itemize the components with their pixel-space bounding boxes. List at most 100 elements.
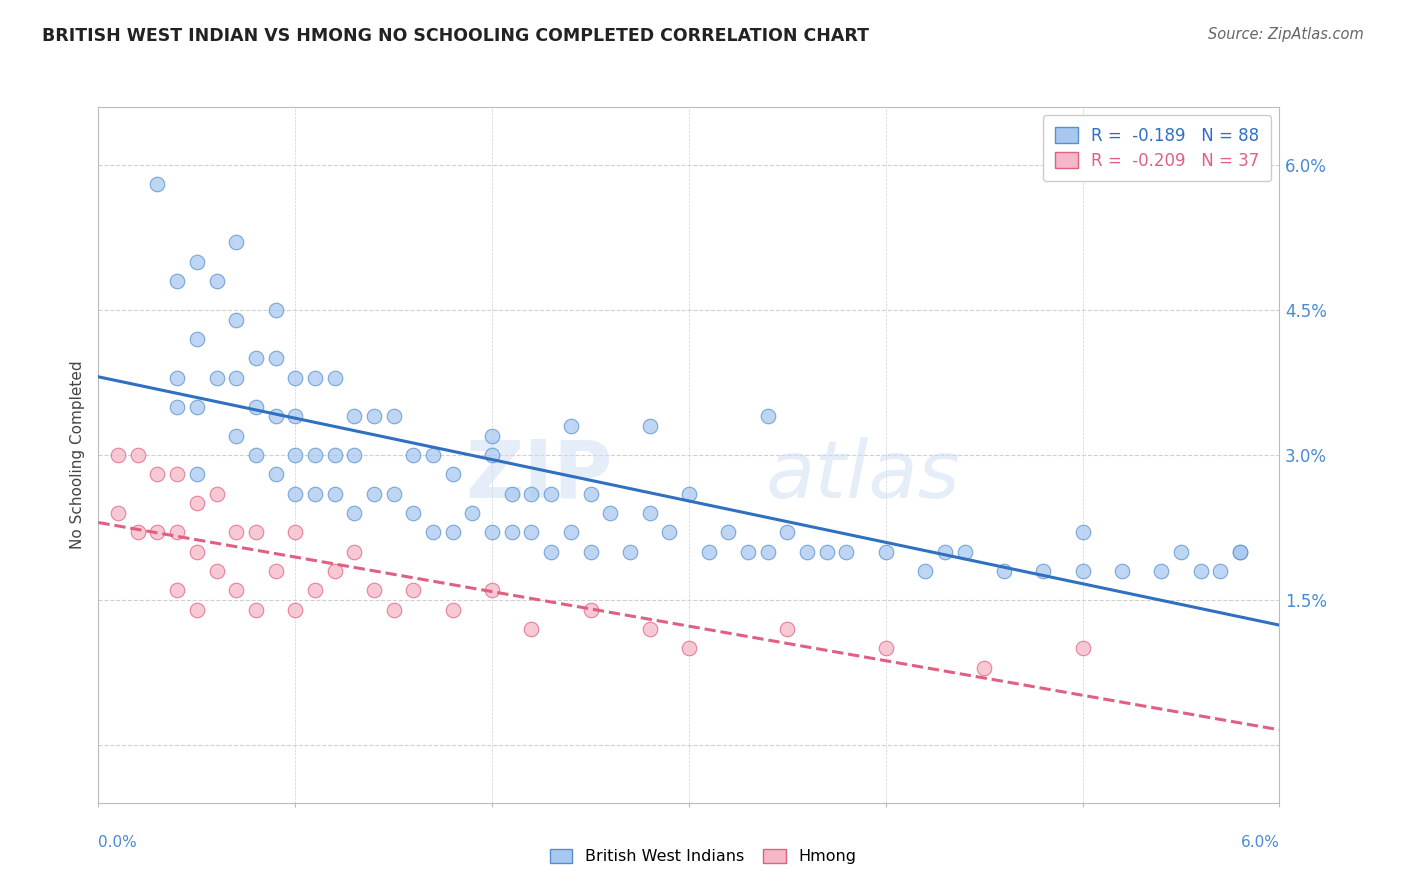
Point <box>225 312 247 326</box>
Point <box>776 525 799 540</box>
Point <box>914 564 936 578</box>
Point <box>304 583 326 598</box>
Point <box>540 486 562 500</box>
Point <box>264 409 287 424</box>
Point <box>835 544 858 558</box>
Point <box>284 486 307 500</box>
Point <box>815 544 838 558</box>
Point <box>205 564 228 578</box>
Point <box>284 602 307 616</box>
Point <box>481 448 503 462</box>
Point <box>127 448 149 462</box>
Point <box>205 486 228 500</box>
Y-axis label: No Schooling Completed: No Schooling Completed <box>70 360 86 549</box>
Point <box>461 506 484 520</box>
Point <box>678 486 700 500</box>
Point <box>520 622 543 636</box>
Point <box>225 235 247 250</box>
Point <box>737 544 759 558</box>
Point <box>343 506 366 520</box>
Point <box>875 641 897 656</box>
Point <box>323 486 346 500</box>
Point <box>323 564 346 578</box>
Point <box>186 254 208 268</box>
Point <box>1071 641 1094 656</box>
Point <box>186 602 208 616</box>
Point <box>186 332 208 346</box>
Text: ZIP: ZIP <box>465 437 612 515</box>
Point <box>107 506 129 520</box>
Point <box>402 448 425 462</box>
Point <box>481 583 503 598</box>
Point <box>127 525 149 540</box>
Point <box>1170 544 1192 558</box>
Point <box>402 583 425 598</box>
Point <box>422 448 444 462</box>
Point <box>343 544 366 558</box>
Point <box>264 564 287 578</box>
Point <box>225 428 247 442</box>
Point <box>481 428 503 442</box>
Point <box>599 506 621 520</box>
Point <box>638 506 661 520</box>
Point <box>1111 564 1133 578</box>
Point <box>205 370 228 384</box>
Point <box>520 486 543 500</box>
Point <box>1189 564 1212 578</box>
Point <box>304 486 326 500</box>
Point <box>776 622 799 636</box>
Point <box>993 564 1015 578</box>
Point <box>1209 564 1232 578</box>
Point <box>1032 564 1054 578</box>
Point <box>579 602 602 616</box>
Point <box>245 525 267 540</box>
Point <box>264 467 287 482</box>
Point <box>166 400 188 414</box>
Point <box>697 544 720 558</box>
Point <box>343 409 366 424</box>
Point <box>1071 525 1094 540</box>
Point <box>658 525 681 540</box>
Point <box>363 409 385 424</box>
Point <box>284 525 307 540</box>
Point <box>540 544 562 558</box>
Point <box>304 448 326 462</box>
Point <box>441 602 464 616</box>
Point <box>245 351 267 366</box>
Point <box>205 274 228 288</box>
Point <box>284 370 307 384</box>
Point <box>166 583 188 598</box>
Point <box>107 448 129 462</box>
Point <box>166 525 188 540</box>
Point <box>1071 564 1094 578</box>
Point <box>1150 564 1173 578</box>
Text: 6.0%: 6.0% <box>1240 836 1279 850</box>
Text: BRITISH WEST INDIAN VS HMONG NO SCHOOLING COMPLETED CORRELATION CHART: BRITISH WEST INDIAN VS HMONG NO SCHOOLIN… <box>42 27 869 45</box>
Point <box>1229 544 1251 558</box>
Point <box>619 544 641 558</box>
Point <box>323 370 346 384</box>
Point <box>481 525 503 540</box>
Point <box>264 351 287 366</box>
Point <box>638 622 661 636</box>
Point <box>225 370 247 384</box>
Point <box>264 303 287 318</box>
Text: 0.0%: 0.0% <box>98 836 138 850</box>
Point <box>225 525 247 540</box>
Point <box>756 409 779 424</box>
Point <box>973 660 995 674</box>
Point <box>560 525 582 540</box>
Point <box>363 486 385 500</box>
Point <box>796 544 818 558</box>
Point <box>953 544 976 558</box>
Point <box>146 525 169 540</box>
Point <box>678 641 700 656</box>
Point <box>756 544 779 558</box>
Point <box>934 544 956 558</box>
Point <box>343 448 366 462</box>
Point <box>638 419 661 434</box>
Point <box>717 525 740 540</box>
Point <box>323 448 346 462</box>
Point <box>166 274 188 288</box>
Point <box>501 525 523 540</box>
